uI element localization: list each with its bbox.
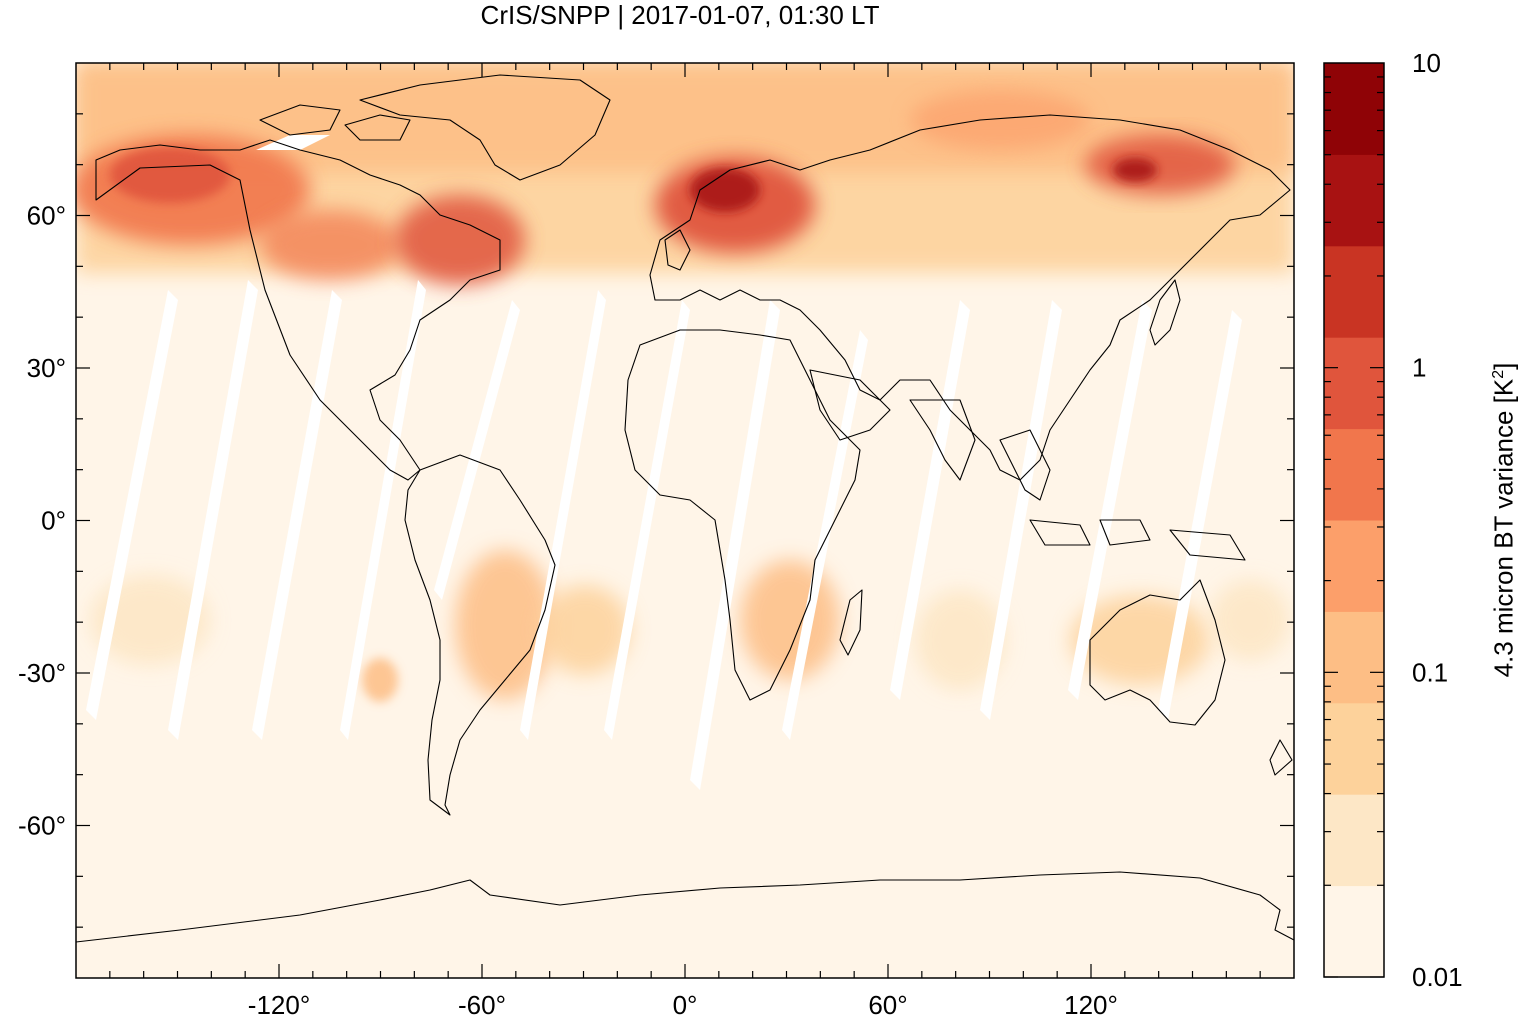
colorbar-band (1324, 154, 1384, 247)
lat-tick-label: 0° (41, 506, 66, 536)
colorbar-title-superscript: 2 (1489, 369, 1507, 379)
colorbar-title: 4.3 micron BT variance [K2] (1489, 363, 1520, 678)
colorbar-frame (1323, 62, 1385, 978)
lon-tick-label: -60° (458, 990, 506, 1020)
colorbar-band (1324, 428, 1384, 521)
coastlines (76, 74, 1294, 943)
map-plot-area (76, 63, 1294, 978)
lon-tick-label: 60° (868, 990, 907, 1020)
lat-tick-label: 60° (27, 201, 66, 231)
colorbar-tick-label: 0.1 (1412, 657, 1448, 687)
lat-tick-label: -30° (18, 658, 66, 688)
colorbar-labels: 10 1 0.1 0.01 (1412, 48, 1463, 992)
colorbar-tick-label: 10 (1412, 48, 1441, 78)
orbit-gaps (86, 135, 1242, 790)
variance-field (76, 63, 1294, 702)
lat-tick-label: 30° (27, 353, 66, 383)
colorbar-band (1324, 520, 1384, 612)
colorbar-band (1324, 702, 1384, 795)
lat-tick-label: -60° (18, 811, 66, 841)
colorbar (1324, 63, 1384, 978)
lon-tick-label: -120° (248, 990, 310, 1020)
colorbar-title-bracket: ] (1488, 362, 1519, 370)
lon-tick-label: 0° (673, 990, 698, 1020)
colorbar-tick-label: 1 (1412, 353, 1426, 383)
colorbar-band (1324, 245, 1384, 338)
colorbar-band (1324, 337, 1384, 430)
colorbar-band (1324, 794, 1384, 887)
map-ticks (76, 63, 1294, 978)
longitude-labels: -120° -60° 0° 60° 120° (248, 990, 1118, 1020)
colorbar-ticks (1324, 76, 1384, 978)
lon-tick-label: 120° (1064, 990, 1118, 1020)
colorbar-band (1324, 885, 1384, 978)
map-title: CrIS/SNPP | 2017-01-07, 01:30 LT (480, 0, 880, 30)
colorbar-tick-label: 0.01 (1412, 962, 1463, 992)
latitude-labels: 60° 30° 0° -30° -60° (18, 201, 66, 841)
colorbar-band (1324, 63, 1384, 155)
colorbar-title-text: 4.3 micron BT variance [K (1488, 378, 1519, 678)
colorbar-band (1324, 611, 1384, 704)
